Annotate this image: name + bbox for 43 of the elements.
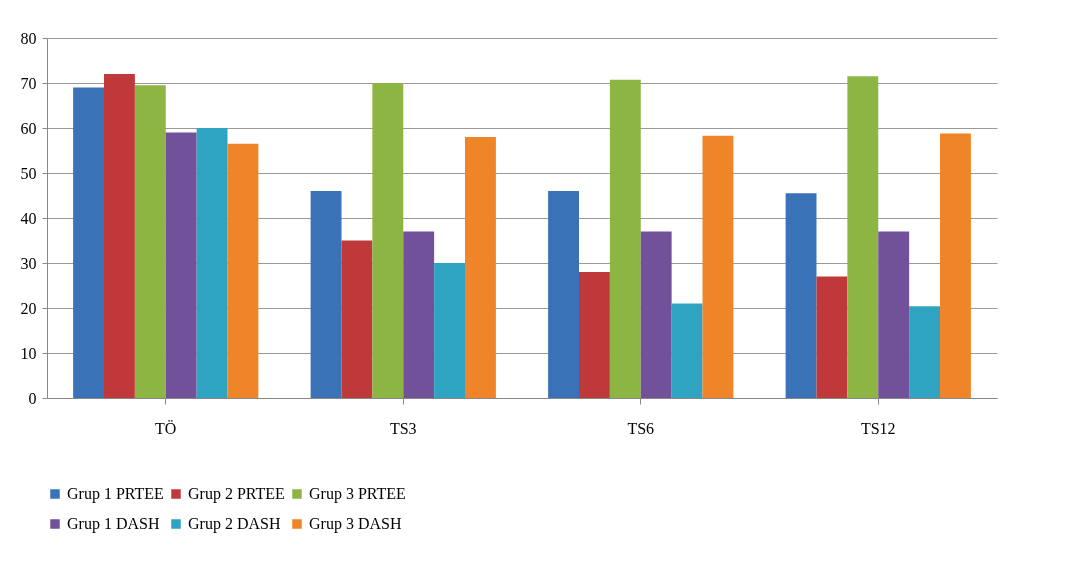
bar	[640, 231, 672, 398]
bar	[403, 231, 435, 398]
y-tick-label: 0	[28, 389, 37, 407]
bar	[940, 133, 971, 398]
bar	[196, 128, 228, 398]
bar	[785, 193, 817, 398]
bar	[341, 240, 373, 398]
bar	[878, 231, 910, 398]
bar	[671, 303, 703, 398]
bar	[548, 191, 579, 398]
y-tick-label: 80	[20, 29, 37, 47]
y-tick-label: 20	[20, 299, 37, 317]
y-tick-label: 30	[20, 254, 37, 272]
bar	[465, 137, 496, 398]
legend-label: Grup 2 DASH	[188, 515, 281, 533]
y-tick-label: 70	[20, 74, 37, 92]
bar	[909, 306, 940, 398]
legend-label: Grup 1 DASH	[67, 515, 160, 533]
bar	[104, 74, 135, 398]
legend-label: Grup 3 DASH	[309, 515, 402, 533]
x-tick-label: TS3	[389, 419, 417, 437]
x-tick-label: TÖ	[155, 419, 177, 437]
bar	[73, 87, 104, 398]
legend-label: Grup 2 PRTEE	[188, 485, 285, 503]
bar	[702, 135, 734, 398]
bar	[310, 191, 342, 398]
bar	[609, 79, 641, 398]
bar	[579, 272, 610, 398]
bar	[372, 83, 404, 398]
y-tick-label: 50	[20, 164, 37, 182]
y-tick-label: 10	[20, 344, 37, 362]
bar	[816, 276, 848, 398]
legend-label: Grup 1 PRTEE	[67, 485, 164, 503]
y-tick-label: 60	[20, 119, 37, 137]
bar	[847, 76, 879, 398]
x-tick-label: TS6	[627, 419, 655, 437]
y-tick-label: 40	[20, 209, 37, 227]
bar	[165, 132, 197, 398]
bar	[434, 263, 465, 398]
legend-label: Grup 3 PRTEE	[309, 485, 406, 503]
bar	[134, 85, 166, 398]
bar	[227, 143, 259, 398]
x-tick-label: TS12	[860, 419, 896, 437]
